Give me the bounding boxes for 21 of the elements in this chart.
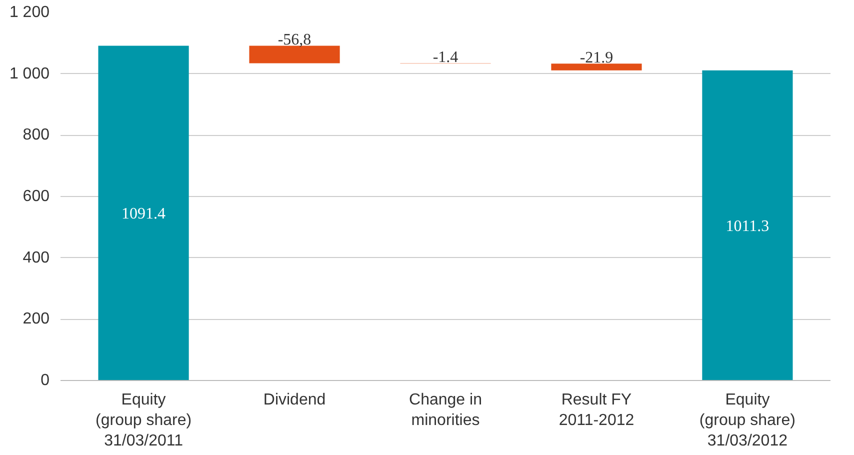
y-tick-label: 0 (40, 372, 50, 389)
x-tick-label: Dividend (263, 392, 326, 408)
data-label: 1091.4 (122, 206, 166, 223)
bar (98, 46, 189, 380)
data-label: -1.4 (432, 48, 458, 66)
data-label: -56,8 (278, 32, 312, 49)
data-label: 1011.3 (726, 218, 770, 235)
x-tick-label: Equity (group share) 31/03/2012 (699, 392, 796, 450)
y-tick-label: 400 (22, 249, 50, 266)
x-tick-label: Result FY 2011-2012 (558, 392, 634, 429)
x-tick-label: Change in minorities (409, 392, 482, 429)
data-label: -21.9 (580, 49, 614, 66)
bar (551, 64, 642, 70)
y-tick-label: 1 200 (9, 4, 50, 21)
bar (249, 46, 340, 64)
bar (702, 70, 793, 380)
y-tick-label: 600 (22, 188, 50, 205)
y-tick-label: 1 000 (9, 65, 50, 82)
x-tick-label: Equity (group share) 31/03/2011 (96, 392, 192, 450)
y-tick-label: 800 (22, 126, 50, 144)
y-tick-label: 200 (22, 310, 50, 328)
